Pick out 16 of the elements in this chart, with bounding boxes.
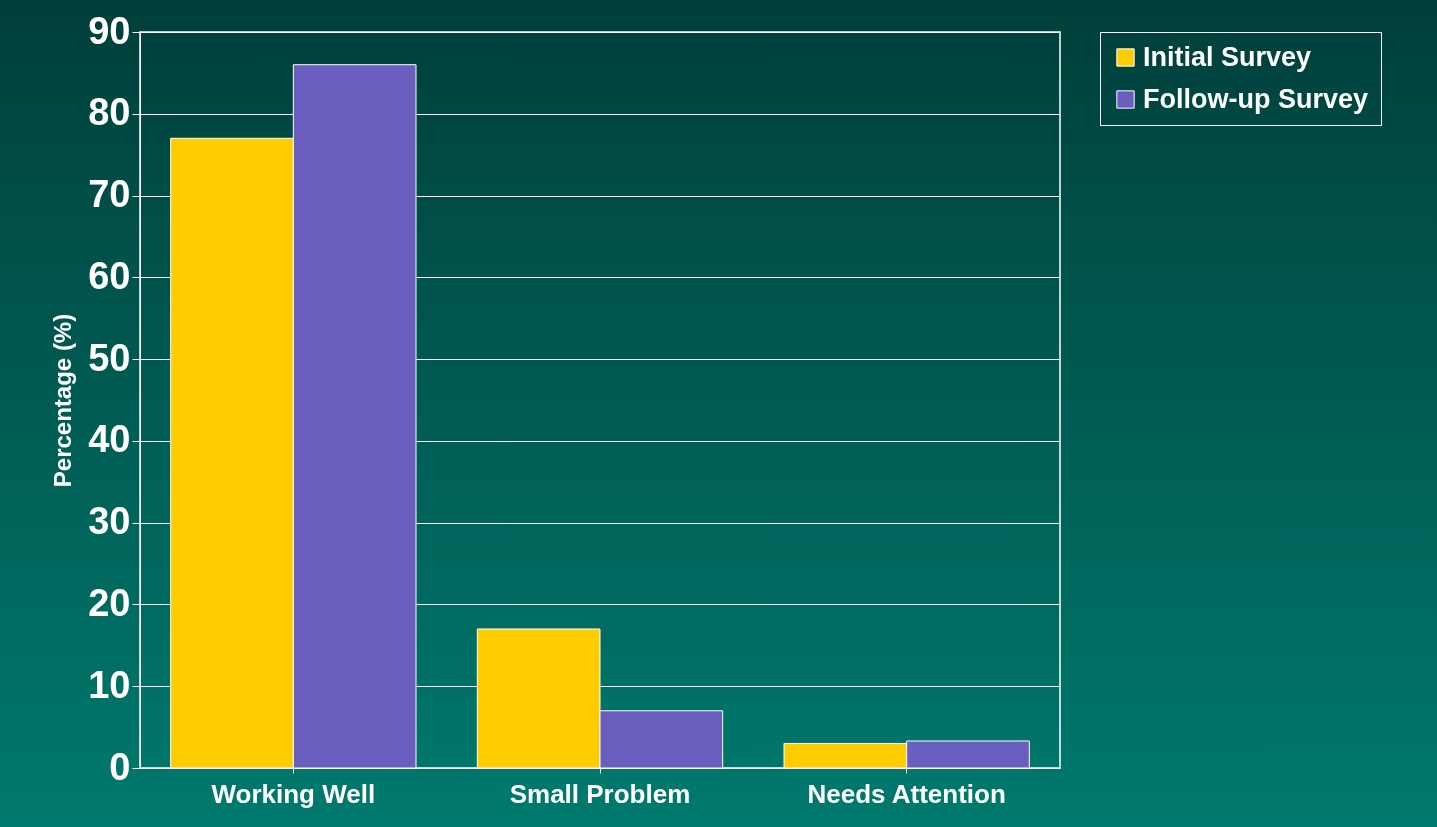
x-tick-label: Needs Attention (807, 778, 1006, 809)
x-tick-label: Small Problem (509, 778, 691, 809)
legend-label: Initial Survey (1143, 41, 1312, 72)
y-tick-label: 0 (109, 745, 131, 788)
y-tick-label: 40 (88, 418, 131, 461)
y-tick-label: 80 (88, 91, 131, 134)
y-axis-title: Percentage (%) (49, 313, 77, 488)
x-tick-label: Working Well (211, 778, 376, 809)
y-tick-label: 30 (88, 500, 131, 543)
y-tick-label: 20 (88, 581, 131, 624)
y-tick-label: 90 (88, 9, 131, 52)
y-tick-label: 50 (88, 336, 131, 379)
legend-label: Follow-up Survey (1143, 83, 1369, 114)
y-tick-label: 60 (88, 254, 131, 297)
y-tick-label: 10 (88, 663, 131, 706)
y-tick-label: 70 (88, 173, 131, 216)
